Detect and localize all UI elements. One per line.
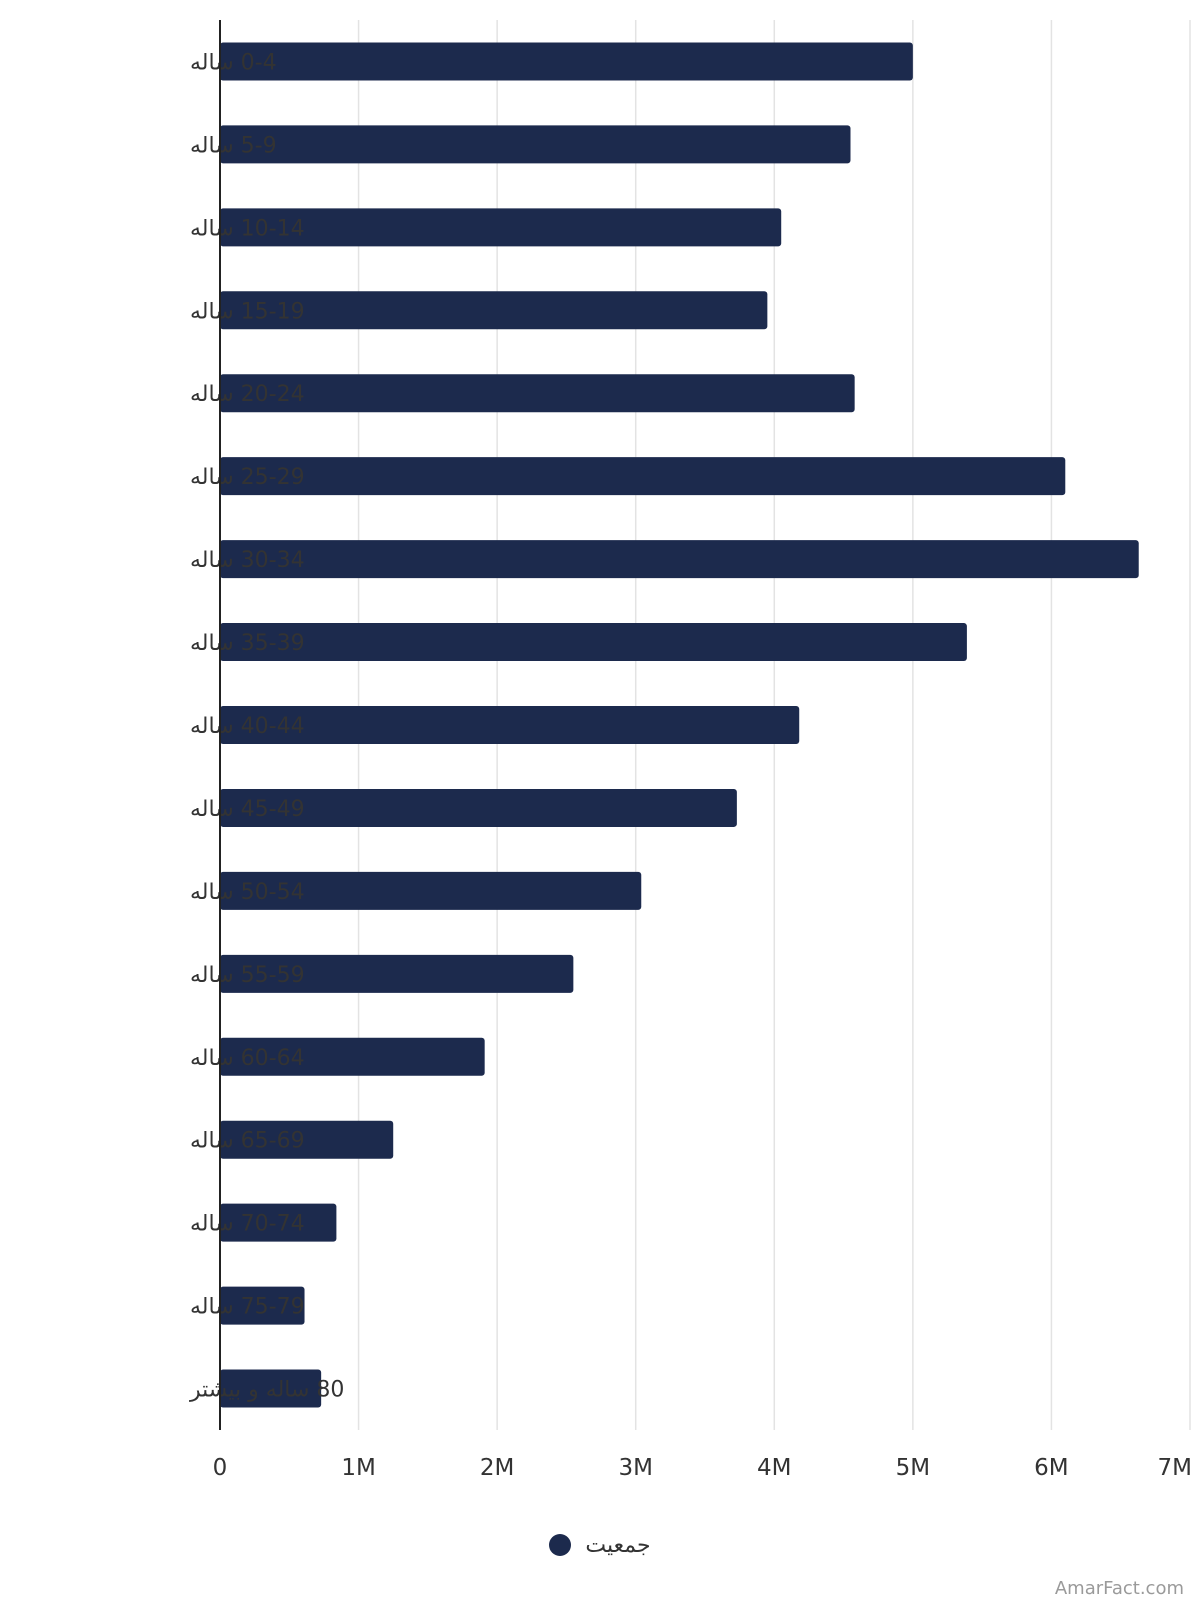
category-label: 5-9 ساله xyxy=(190,133,277,158)
bar xyxy=(220,1286,305,1325)
bar xyxy=(220,457,1066,496)
category-label: 25-29 ساله xyxy=(190,465,305,490)
x-tick-label: 0 xyxy=(213,1455,228,1481)
bar xyxy=(220,374,855,413)
bar xyxy=(220,788,737,827)
bar xyxy=(220,291,768,330)
category-label: 0-4 ساله xyxy=(190,50,277,75)
bar xyxy=(220,623,967,662)
bar xyxy=(220,540,1139,579)
bar xyxy=(220,1369,322,1408)
x-tick-label: 1M xyxy=(341,1455,375,1481)
category-label: 80 ساله و بیشتر xyxy=(189,1378,344,1403)
category-label: 45-49 ساله xyxy=(190,797,305,822)
legend-label: جمعیت xyxy=(585,1532,651,1558)
bar xyxy=(220,1203,337,1242)
bar xyxy=(220,1037,485,1076)
x-tick-label: 7M xyxy=(1158,1455,1192,1481)
category-label: 15-19 ساله xyxy=(190,299,305,324)
category-label: 55-59 ساله xyxy=(190,963,305,988)
x-tick-label: 2M xyxy=(480,1455,514,1481)
bar xyxy=(220,954,574,993)
bar xyxy=(220,42,913,81)
category-label: 75-79 ساله xyxy=(190,1295,305,1320)
x-tick-label: 6M xyxy=(1034,1455,1068,1481)
x-tick-label: 3M xyxy=(618,1455,652,1481)
bar xyxy=(220,1120,394,1159)
category-label: 30-34 ساله xyxy=(190,548,305,573)
x-tick-label: 5M xyxy=(896,1455,930,1481)
category-label: 35-39 ساله xyxy=(190,631,305,656)
bar xyxy=(220,208,782,247)
category-label: 10-14 ساله xyxy=(190,216,305,241)
bar-chart: 0 1M 2M 3M 4M 5M 6M 7M 0-4 ساله 5-9 ساله 10-14 سال… xyxy=(189,20,1192,1481)
category-label: 50-54 ساله xyxy=(190,880,305,905)
category-label: 65-69 ساله xyxy=(190,1129,305,1154)
category-label: 40-44 ساله xyxy=(190,714,305,739)
bar xyxy=(220,871,642,910)
watermark: AmarFact.com xyxy=(1054,1578,1184,1599)
legend-marker xyxy=(549,1534,572,1556)
category-label: 60-64 ساله xyxy=(190,1046,305,1071)
category-label: 70-74 ساله xyxy=(190,1212,305,1237)
legend: جمعیت xyxy=(0,1527,1200,1563)
category-label: 20-24 ساله xyxy=(190,382,305,407)
bar xyxy=(220,125,851,164)
x-tick-label: 4M xyxy=(757,1455,791,1481)
bar xyxy=(220,706,800,744)
